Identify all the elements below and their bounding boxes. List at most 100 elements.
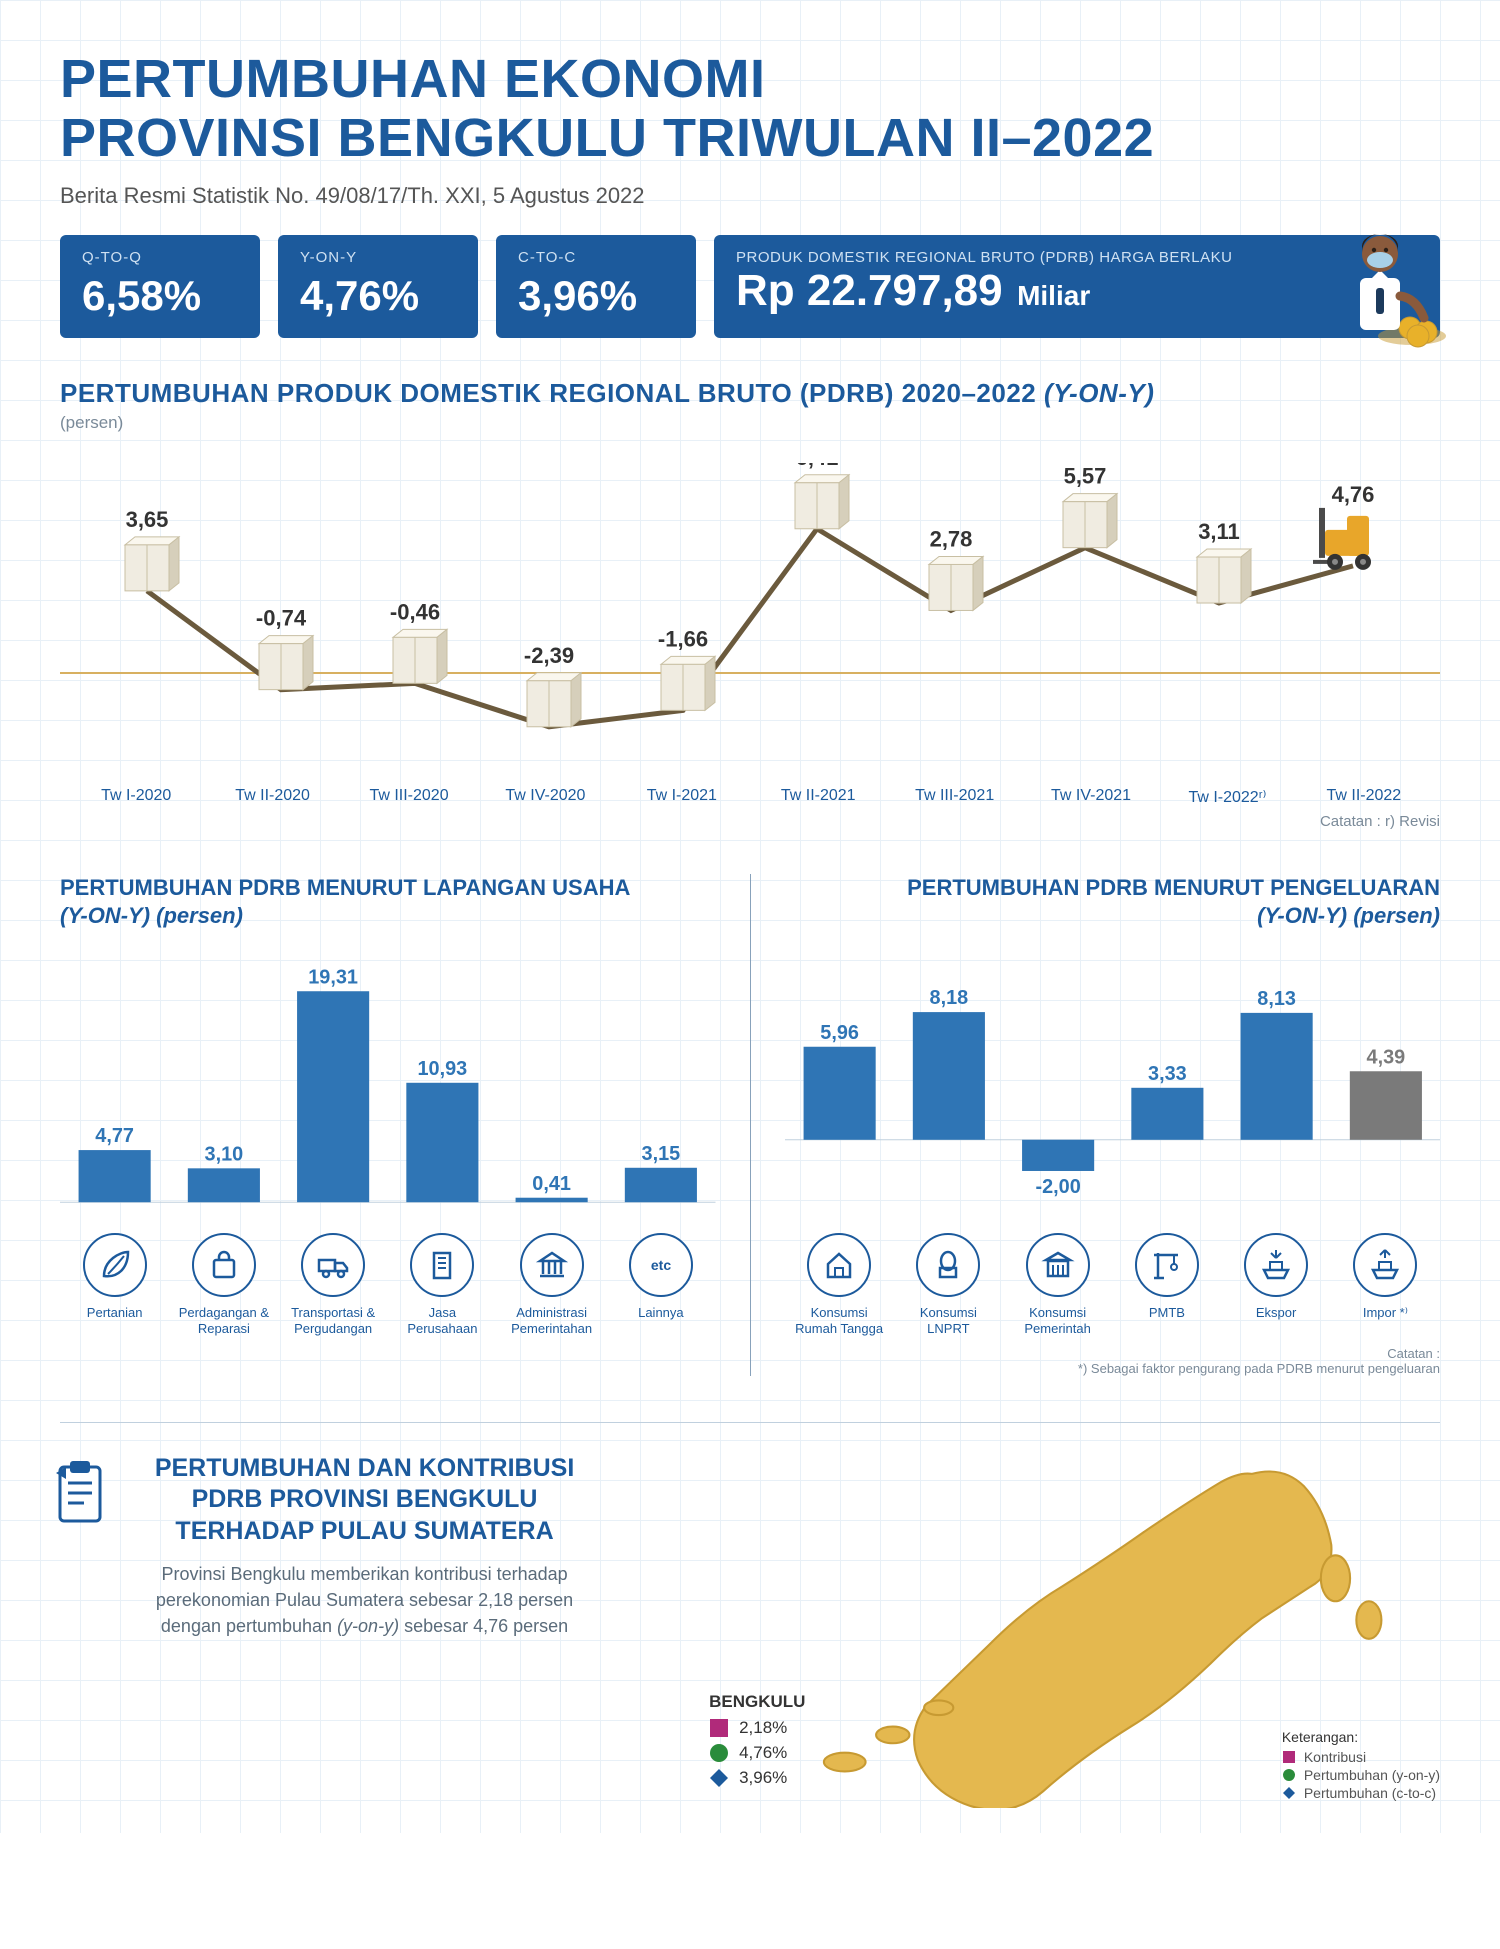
bar-value: 4,39 [1366,1046,1405,1068]
bar-right-chart: 5,968,18-2,003,338,134,39 [785,955,1441,1215]
keterangan-box: Keterangan: KontribusiPertumbuhan (y-on-… [1282,1729,1440,1803]
icon-item: Administrasi Pemerintahan [502,1233,602,1336]
legend-item: 2,18% [709,1718,805,1738]
building-icon [410,1233,474,1297]
keterangan-text: Pertumbuhan (c-to-c) [1304,1785,1436,1801]
legend-item: 3,96% [709,1768,805,1788]
keterangan-items: KontribusiPertumbuhan (y-on-y)Pertumbuha… [1282,1749,1440,1801]
bar [188,1168,260,1202]
line-axis-label: Tw IV-2020 [477,787,613,807]
kpi-value: 6,58% [82,272,238,320]
circle-symbol-icon [709,1743,729,1763]
etc-icon: etc [629,1233,693,1297]
line-axis-label: Tw II-2021 [750,787,886,807]
bar-left-title-1: PERTUMBUHAN PDRB MENURUT LAPANGAN USAHA [60,875,630,900]
keterangan-item: Pertumbuhan (c-to-c) [1282,1785,1440,1801]
line-point-value: 3,11 [1198,519,1240,544]
icon-label: Transportasi & Pergudangan [283,1305,383,1336]
legend-bengkulu: BENGKULU 2,18% 4,76% 3,96% [709,1692,805,1793]
bar-value: 19,31 [308,966,358,988]
box-marker [929,556,983,610]
kpi-label: Y-ON-Y [300,249,456,266]
title-line-2: PROVINSI BENGKULU TRIWULAN II–2022 [60,108,1154,168]
kpi-value: 3,96% [518,272,674,320]
diamond-symbol-icon [1282,1786,1296,1800]
box-marker [393,629,447,683]
icon-item: etc Lainnya [611,1233,711,1336]
line-chart-title: PERTUMBUHAN PRODUK DOMESTIK REGIONAL BRU… [60,378,1440,409]
legend-value: 3,96% [739,1768,787,1788]
line-chart-svg: 3,65 -0,74 -0,46 -2,39 -1,66 [60,463,1440,783]
box-marker [661,656,715,710]
icon-item: Impor *⁾ [1335,1233,1435,1336]
bar-value: 8,18 [929,987,968,1009]
house-icon [807,1233,871,1297]
line-axis-label: Tw I-2022ʳ⁾ [1159,787,1295,807]
legend-title: BENGKULU [709,1692,805,1712]
icon-item: Transportasi & Pergudangan [283,1233,383,1336]
bar [1022,1140,1094,1171]
page: PERTUMBUHAN EKONOMI PROVINSI BENGKULU TR… [0,0,1500,1833]
kpi-pdrb: PRODUK DOMESTIK REGIONAL BRUTO (PDRB) HA… [714,235,1440,338]
line-point-value: -0,74 [256,605,307,630]
icon-item: Ekspor [1226,1233,1326,1336]
line-point-value: 4,76 [1332,482,1375,507]
icon-label: Konsumsi Rumah Tangga [789,1305,889,1336]
bottom-right: BENGKULU 2,18%4,76%3,96% Keterangan: Kon… [709,1453,1440,1793]
legend-value: 4,76% [739,1743,787,1763]
line-chart-title-suffix: (Y-ON-Y) [1044,378,1154,408]
bottom-left: PERTUMBUHAN DAN KONTRIBUSI PDRB PROVINSI… [60,1453,669,1639]
bar-left-title-2: (Y-ON-Y) (persen) [60,903,243,928]
kpi-yony: Y-ON-Y 4,76% [278,235,478,338]
keterangan-title: Keterangan: [1282,1729,1440,1745]
diamond-symbol-icon [709,1768,729,1788]
column-divider [750,874,751,1376]
line-point-value: -0,46 [390,599,440,624]
kpi-value: 4,76% [300,272,456,320]
bar [625,1168,697,1202]
two-col-row: PERTUMBUHAN PDRB MENURUT LAPANGAN USAHA … [60,874,1440,1376]
icon-label: Ekspor [1256,1305,1296,1321]
kpi-row: Q-TO-Q 6,58% Y-ON-Y 4,76% C-TO-C 3,96% P… [60,235,1440,338]
bar-right-svg: 5,968,18-2,003,338,134,39 [785,955,1441,1215]
icon-label: Administrasi Pemerintahan [502,1305,602,1336]
bag-icon [192,1233,256,1297]
bottom-desc-italic: (y-on-y) [337,1616,399,1636]
page-subtitle: Berita Resmi Statistik No. 49/08/17/Th. … [60,183,1440,209]
bottom-title-1: PERTUMBUHAN DAN KONTRIBUSI [155,1454,574,1482]
bottom-desc-suffix: sebesar 4,76 persen [399,1616,568,1636]
line-axis-label: Tw III-2021 [886,787,1022,807]
bar [516,1198,588,1202]
bar-value: 3,33 [1148,1063,1187,1085]
keterangan-text: Pertumbuhan (y-on-y) [1304,1767,1440,1783]
line-axis-labels: Tw I-2020Tw II-2020Tw III-2020Tw IV-2020… [60,787,1440,807]
square-symbol-icon [709,1718,729,1738]
bar-left-chart: 4,773,1019,3110,930,413,15 [60,955,716,1215]
line-point-value: 5,57 [1064,463,1107,488]
legend-item: 4,76% [709,1743,805,1763]
bar-value: 5,96 [820,1022,859,1044]
icon-item: Jasa Perusahaan [392,1233,492,1336]
line-axis-label: Tw II-2022 [1296,787,1432,807]
line-chart: 3,65 -0,74 -0,46 -2,39 -1,66 [60,463,1440,783]
bar [1349,1071,1421,1140]
box-marker [527,673,581,727]
bar-value: 0,41 [532,1173,571,1195]
bar [406,1083,478,1202]
line-point-value: -1,66 [658,626,708,651]
bar-value: 3,15 [642,1143,681,1165]
icons-right: Konsumsi Rumah Tangga Konsumsi LNPRT Kon… [785,1233,1441,1336]
icon-label: PMTB [1149,1305,1185,1321]
ship-in-icon [1353,1233,1417,1297]
bar [79,1150,151,1202]
page-title: PERTUMBUHAN EKONOMI PROVINSI BENGKULU TR… [60,50,1440,169]
bottom-title: PERTUMBUHAN DAN KONTRIBUSI PDRB PROVINSI… [60,1453,669,1547]
icon-label: Konsumsi Pemerintah [1008,1305,1108,1336]
bar-left-svg: 4,773,1019,3110,930,413,15 [60,955,716,1215]
square-symbol-icon [1282,1750,1296,1764]
kpi-label: C-TO-C [518,249,674,266]
bar-right-title: PERTUMBUHAN PDRB MENURUT PENGELUARAN (Y-… [785,874,1441,931]
icon-item: Pertanian [65,1233,165,1336]
line-axis-label: Tw IV-2021 [1023,787,1159,807]
col-left: PERTUMBUHAN PDRB MENURUT LAPANGAN USAHA … [60,874,716,1376]
